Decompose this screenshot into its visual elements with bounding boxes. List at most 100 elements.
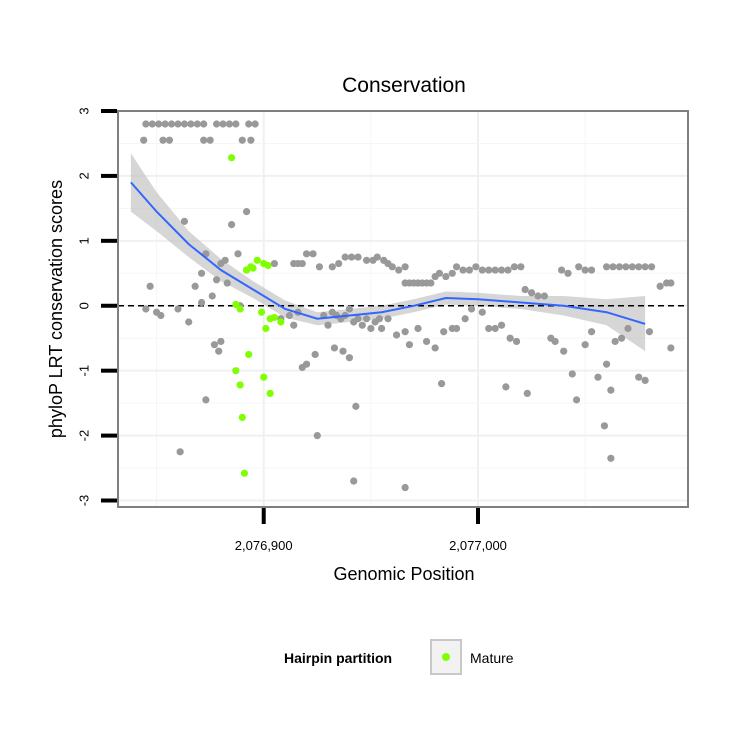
data-point-other-144 [523,389,531,397]
data-point-other-62 [285,311,294,320]
x-axis-title: Genomic Position [333,564,474,584]
data-point-other-45 [217,337,225,346]
data-point-other-86 [352,402,360,410]
data-point-other-12 [225,120,234,128]
data-point-other-142 [437,380,446,388]
data-point-other-178 [607,386,615,394]
y-tick-label-1: 2 [76,172,91,179]
data-point-other-34 [270,259,279,268]
data-point-other-57 [335,259,343,268]
data-point-other-96 [392,331,401,339]
legend: Hairpin partition Mature [284,639,514,675]
data-point-other-40 [174,305,182,313]
data-point-other-53 [302,250,311,258]
data-point-other-137 [512,337,521,346]
data-point-other-21 [238,136,246,144]
data-point-other-9 [200,120,208,128]
data-point-other-17 [159,136,167,144]
data-point-other-54 [309,250,317,258]
data-point-other-66 [302,360,311,368]
x-tick-label-1: 2,077,000 [449,538,507,553]
data-point-other-77 [358,321,366,329]
data-point-mature-4 [253,256,261,264]
data-point-other-59 [347,253,356,261]
data-point-other-146 [564,269,572,277]
data-point-other-152 [615,263,624,271]
data-point-mature-18 [266,389,274,397]
data-point-other-95 [401,263,409,271]
data-point-other-177 [607,454,615,462]
data-point-mature-12 [277,318,285,326]
data-point-other-93 [388,263,396,271]
data-point-mature-7 [232,300,240,309]
data-point-other-129 [452,324,461,333]
data-point-mature-9 [257,308,266,316]
data-point-other-11 [219,120,227,128]
data-point-other-19 [200,136,208,144]
data-point-other-8 [193,120,201,128]
data-point-other-101 [384,315,392,323]
data-point-other-94 [395,266,403,274]
data-point-other-156 [641,263,649,271]
data-point-other-130 [461,315,469,323]
data-point-other-10 [212,120,221,128]
data-point-other-23 [180,217,189,225]
data-point-other-155 [635,263,643,271]
data-point-other-131 [467,305,476,313]
data-point-other-55 [315,263,324,271]
y-tick-label-5: -2 [76,430,91,442]
y-tick-label-3: 0 [76,302,91,309]
y-tick-label-0: 3 [76,107,91,114]
data-point-other-47 [202,396,210,404]
data-point-other-67 [311,350,319,359]
data-point-other-97 [401,328,409,336]
data-point-other-84 [345,354,354,362]
x-tick-label-0: 2,076,900 [235,538,293,553]
data-point-other-30 [197,269,206,277]
data-point-other-0 [142,120,150,128]
data-point-mature-8 [236,305,244,313]
data-point-other-147 [575,263,583,271]
data-point-other-163 [560,347,568,355]
legend-title: Hairpin partition [284,650,392,666]
data-point-other-102 [377,324,386,333]
data-point-other-125 [517,263,525,271]
data-point-other-5 [174,120,182,128]
data-point-other-133 [485,324,493,333]
data-point-other-36 [223,279,231,287]
data-point-other-52 [298,259,306,268]
data-point-mature-19 [238,413,246,422]
data-point-other-154 [628,263,636,271]
x-axis: 2,076,900 2,077,000 [235,508,507,553]
data-point-other-157 [647,263,656,271]
data-point-other-60 [354,253,362,261]
data-point-other-24 [242,208,251,216]
data-point-other-166 [581,341,589,349]
mature-points [227,154,285,477]
data-point-other-48 [176,448,184,456]
data-point-other-6 [180,120,189,128]
data-point-other-141 [540,292,549,300]
smooth-line-layer [130,181,646,325]
data-point-other-25 [227,221,236,229]
data-point-other-173 [635,373,643,381]
data-point-other-135 [497,321,506,329]
data-point-other-76 [354,315,362,323]
data-point-other-151 [609,263,617,271]
y-tick-label-4: -1 [76,365,91,377]
legend-key-mature [442,653,450,661]
data-point-other-35 [212,276,221,284]
data-point-other-1 [148,120,156,128]
data-point-other-114 [448,269,456,277]
data-point-other-63 [290,321,298,329]
data-point-other-168 [594,373,602,381]
data-point-other-58 [341,253,349,261]
chart-title: Conservation [342,74,466,97]
data-point-other-136 [506,334,514,342]
data-point-other-83 [330,344,339,352]
data-point-other-82 [339,347,347,355]
data-point-other-14 [245,120,253,128]
data-point-other-85 [313,431,321,440]
smooth-fit-line [130,181,646,325]
data-point-mature-13 [262,324,270,333]
